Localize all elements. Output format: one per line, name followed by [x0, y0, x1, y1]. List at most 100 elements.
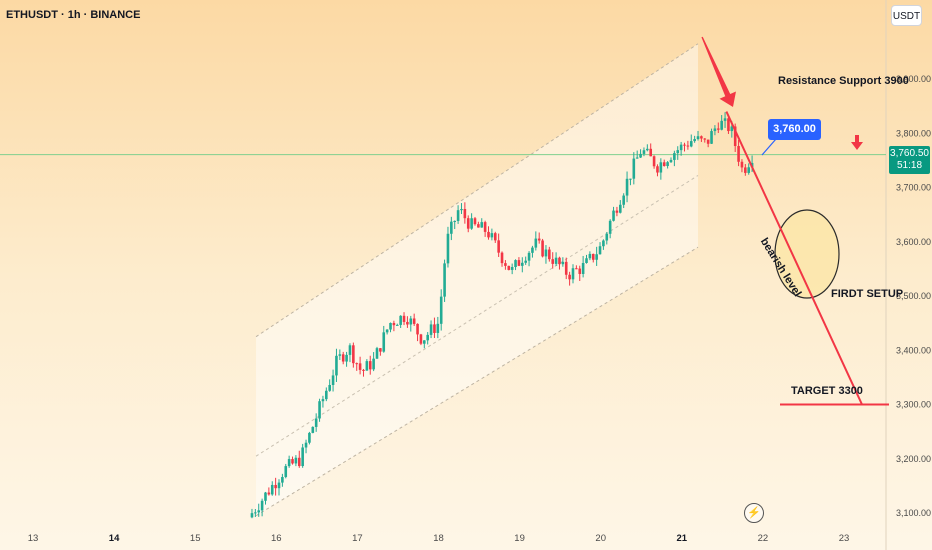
candle-body — [737, 146, 740, 162]
y-tick-label: 3,200.00 — [896, 454, 931, 464]
candle-body — [564, 261, 568, 275]
candle-body — [318, 401, 321, 419]
candle-body — [331, 375, 335, 385]
candle-body — [602, 240, 605, 247]
candle-body — [632, 158, 636, 179]
candle-body — [382, 332, 386, 352]
flash-icon[interactable]: ⚡ — [744, 503, 764, 523]
candle-body — [659, 162, 663, 173]
candle-body — [544, 249, 548, 257]
x-tick-label: 18 — [433, 533, 444, 544]
y-tick-label: 3,600.00 — [896, 237, 931, 247]
candle-body — [689, 141, 693, 147]
candle-body — [294, 457, 298, 464]
x-tick-label: 21 — [677, 533, 688, 544]
candle-body — [477, 224, 480, 228]
candle-body — [575, 268, 578, 270]
callout-pointer — [761, 138, 777, 156]
y-tick-label: 3,500.00 — [896, 291, 931, 301]
candle-body — [419, 334, 423, 344]
candle-body — [656, 166, 659, 173]
candle-body — [662, 162, 666, 167]
candle-body — [287, 459, 291, 467]
candle-body — [456, 210, 460, 221]
candle-body — [612, 210, 615, 221]
candle-body — [402, 315, 406, 322]
candle-body — [504, 263, 507, 266]
candle-body — [483, 222, 487, 232]
first-setup-label: FIRDT SETUP — [831, 288, 904, 300]
x-tick-label: 23 — [839, 533, 850, 544]
candle-body — [551, 259, 555, 264]
symbol-title[interactable]: ETHUSDT · 1h · BINANCE — [6, 9, 141, 21]
candle-body — [412, 318, 416, 324]
resistance-label: Resistance Support 3900 — [778, 75, 909, 87]
countdown-timer: 51:18 — [896, 160, 923, 171]
candle-body — [416, 323, 419, 335]
candle-body — [541, 240, 544, 257]
y-axis: 3,100.00 3,200.00 3,300.00 3,400.00 3,500.00… — [896, 74, 931, 518]
candle-body — [308, 432, 311, 443]
current-price-value: 3,760.50 — [890, 148, 929, 159]
candle-body — [352, 345, 355, 364]
candle-body — [629, 178, 632, 180]
candle-body — [700, 136, 703, 139]
candle-body — [260, 500, 264, 511]
candle-body — [254, 512, 257, 514]
channel-fill — [256, 43, 699, 516]
projection-line[interactable] — [725, 111, 863, 405]
candle-body — [666, 162, 669, 167]
candle-body — [733, 126, 737, 147]
arrow-down-icon — [851, 135, 863, 150]
candle-body — [473, 218, 477, 225]
candles-group — [250, 112, 754, 519]
x-axis[interactable]: 13 14 15 16 17 18 19 20 21 22 23 — [28, 533, 850, 544]
candle-body — [673, 153, 676, 160]
candle-body — [267, 492, 271, 495]
candle-body — [325, 390, 328, 400]
candle-body — [443, 263, 446, 297]
y-tick-label: 3,700.00 — [896, 183, 931, 193]
y-tick-label: 3,100.00 — [896, 508, 931, 518]
currency-unit-button[interactable]: USDT — [891, 5, 922, 26]
candle-body — [480, 222, 484, 228]
candle-body — [500, 252, 504, 264]
candle-body — [490, 233, 494, 238]
candle-body — [291, 459, 294, 464]
candle-body — [537, 238, 541, 241]
candle-body — [358, 363, 362, 370]
candle-body — [588, 253, 592, 259]
x-tick-label: 17 — [352, 533, 363, 544]
candle-body — [274, 484, 277, 489]
candle-body — [311, 426, 315, 433]
candle-body — [517, 260, 521, 266]
candle-body — [713, 128, 717, 132]
candle-body — [453, 220, 457, 222]
candle-body — [595, 254, 598, 260]
candle-body — [368, 361, 372, 370]
candle-body — [446, 233, 450, 264]
candle-body — [406, 321, 409, 325]
candle-body — [676, 150, 680, 154]
candle-body — [355, 363, 359, 365]
candle-body — [561, 261, 565, 265]
candle-body — [591, 253, 595, 260]
candle-body — [439, 296, 443, 324]
bearish-circle[interactable] — [774, 209, 840, 299]
candle-body — [622, 195, 625, 205]
candle-body — [706, 139, 710, 144]
candle-body — [389, 322, 392, 330]
candle-body — [639, 153, 642, 158]
candle-body — [703, 138, 707, 140]
candle-body — [716, 128, 720, 130]
candle-body — [649, 148, 653, 157]
candle-body — [521, 262, 524, 266]
candle-body — [470, 218, 473, 229]
candle-body — [524, 260, 527, 263]
x-tick-label: 14 — [109, 533, 120, 544]
candle-body — [375, 348, 379, 359]
candle-body — [686, 145, 690, 147]
